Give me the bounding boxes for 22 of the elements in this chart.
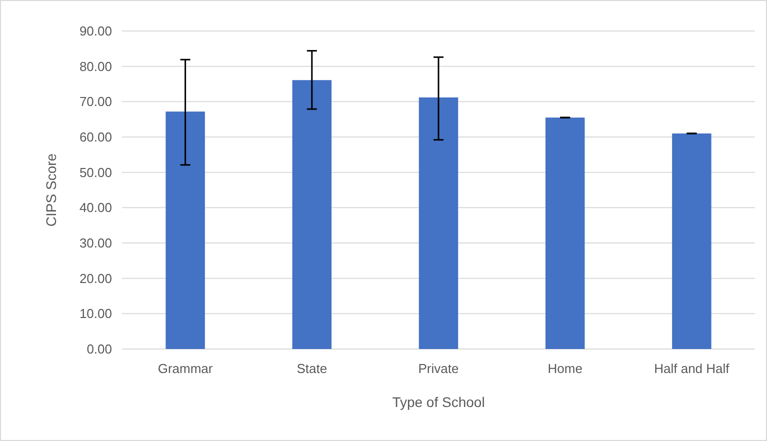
bar xyxy=(418,97,458,349)
x-tick-label: Private xyxy=(418,361,459,376)
x-tick-label: Home xyxy=(548,361,582,376)
bar xyxy=(292,80,332,349)
bar xyxy=(166,112,205,349)
x-tick-label: State xyxy=(296,361,328,376)
y-tick-label: 70.00 xyxy=(79,94,112,110)
y-tick-label: 20.00 xyxy=(79,270,112,286)
y-tick-label: 90.00 xyxy=(79,24,112,39)
x-tick-label: Grammar xyxy=(158,361,214,376)
x-axis-title: Type of School xyxy=(392,394,485,410)
y-tick-label: 60.00 xyxy=(79,130,112,145)
bar xyxy=(672,133,712,349)
x-tick-label: Half and Half xyxy=(654,361,730,376)
bar xyxy=(545,118,585,349)
y-axis-title: CIPS Score xyxy=(43,153,59,227)
y-tick-label: 50.00 xyxy=(79,164,112,180)
y-tick-label: 30.00 xyxy=(79,236,112,251)
y-tick-label: 80.00 xyxy=(79,58,112,74)
y-tick-label: 10.00 xyxy=(79,306,112,322)
y-tick-label: 0.00 xyxy=(86,342,112,357)
y-tick-label: 40.00 xyxy=(79,200,112,216)
